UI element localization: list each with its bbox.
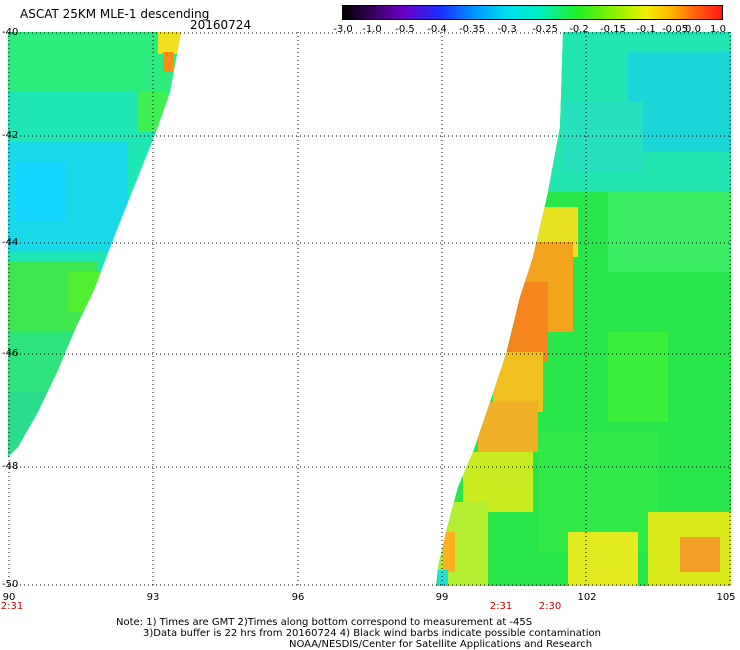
latitude-label: -48 — [2, 461, 19, 472]
colorbar-label: -1.0 — [362, 24, 382, 35]
longitude-label: 99 — [435, 592, 449, 603]
longitude-label: 90 — [2, 592, 16, 603]
colorbar-label: -3.0 — [333, 24, 353, 35]
note-line: Note: 1) Times are GMT 2)Times along bot… — [116, 617, 533, 628]
time-label: 2:30 — [538, 601, 562, 612]
colorbar-label: -0.05 — [662, 24, 688, 35]
colorbar-label: -0.15 — [600, 24, 626, 35]
right-swath — [436, 32, 731, 586]
latitude-label: -50 — [2, 579, 19, 590]
colorbar-label: 0.0 — [685, 24, 701, 35]
note-line: 3)Data buffer is 22 hrs from 20160724 4)… — [143, 628, 601, 639]
colorbar-label: -0.2 — [569, 24, 589, 35]
colorbar-label: -0.3 — [497, 24, 517, 35]
map-date: 20160724 — [190, 18, 252, 32]
colorbar-label: -0.25 — [532, 24, 558, 35]
longitude-label: 96 — [291, 592, 305, 603]
latitude-label: -46 — [2, 348, 19, 359]
colorbar-label: -0.1 — [636, 24, 656, 35]
colorbar-label: -0.35 — [459, 24, 485, 35]
left-swath — [8, 32, 181, 457]
longitude-label: 102 — [577, 592, 597, 603]
latitude-label: -40 — [2, 27, 19, 38]
colorbar-label: 1.0 — [710, 24, 726, 35]
latitude-label: -42 — [2, 130, 19, 141]
longitude-label: 93 — [146, 592, 160, 603]
gridlines — [8, 32, 731, 586]
time-label: 2:31 — [489, 601, 513, 612]
colorbar — [342, 5, 723, 20]
credit-line: NOAA/NESDIS/Center for Satellite Applica… — [289, 639, 593, 650]
colorbar-label: -0.4 — [427, 24, 447, 35]
swath-map — [8, 32, 731, 586]
colorbar-label: -0.5 — [395, 24, 415, 35]
map-title: ASCAT 25KM MLE-1 descending — [20, 7, 210, 21]
time-label: 2:31 — [0, 601, 24, 612]
longitude-label: 105 — [716, 592, 736, 603]
latitude-label: -44 — [2, 237, 19, 248]
